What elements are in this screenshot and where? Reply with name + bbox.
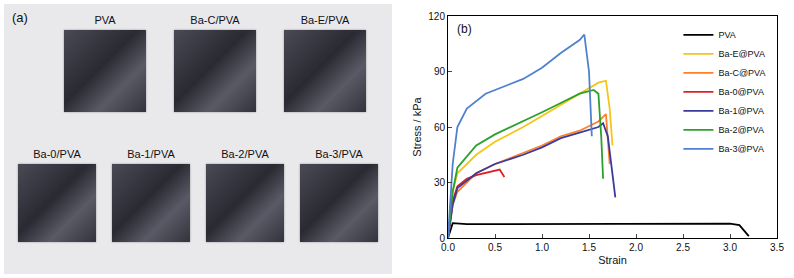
html-text:Ba-C/PVA: Ba-C/PVA bbox=[190, 14, 240, 26]
svg-text:30: 30 bbox=[434, 177, 446, 188]
svg-text:2.0: 2.0 bbox=[629, 242, 643, 253]
svg-text:90: 90 bbox=[434, 66, 446, 77]
svg-text:3.0: 3.0 bbox=[723, 242, 737, 253]
svg-text:3.5: 3.5 bbox=[770, 242, 784, 253]
svg-text:120: 120 bbox=[428, 11, 445, 22]
svg-text:Ba-3@PVA: Ba-3@PVA bbox=[718, 144, 764, 154]
html-text:(a): (a) bbox=[12, 10, 28, 25]
html-text:Ba-3/PVA: Ba-3/PVA bbox=[315, 148, 363, 160]
html-text:Ba-0/PVA: Ba-0/PVA bbox=[33, 148, 81, 160]
html-text:Ba-2/PVA: Ba-2/PVA bbox=[221, 148, 269, 160]
svg-text:Ba-C@PVA: Ba-C@PVA bbox=[718, 68, 765, 78]
svg-text:(b): (b) bbox=[457, 22, 472, 36]
svg-text:1.0: 1.0 bbox=[535, 242, 549, 253]
svg-text:Ba-2@PVA: Ba-2@PVA bbox=[718, 125, 764, 135]
html-text:Ba-1/PVA: Ba-1/PVA bbox=[127, 148, 175, 160]
svg-text:Ba-E@PVA: Ba-E@PVA bbox=[718, 49, 765, 59]
svg-text:60: 60 bbox=[434, 122, 446, 133]
svg-text:PVA: PVA bbox=[718, 30, 735, 40]
svg-text:Strain: Strain bbox=[598, 254, 627, 266]
html-text:PVA: PVA bbox=[94, 14, 116, 26]
svg-text:0.0: 0.0 bbox=[441, 242, 455, 253]
html-text:Ba-E/PVA: Ba-E/PVA bbox=[300, 14, 350, 26]
svg-text:Ba-0@PVA: Ba-0@PVA bbox=[718, 87, 764, 97]
svg-text:1.5: 1.5 bbox=[582, 242, 596, 253]
svg-text:0.5: 0.5 bbox=[488, 242, 502, 253]
svg-text:Ba-1@PVA: Ba-1@PVA bbox=[718, 106, 764, 116]
svg-text:Stress / kPa: Stress / kPa bbox=[411, 96, 423, 156]
svg-text:2.5: 2.5 bbox=[676, 242, 690, 253]
svg-text:0: 0 bbox=[439, 233, 445, 244]
